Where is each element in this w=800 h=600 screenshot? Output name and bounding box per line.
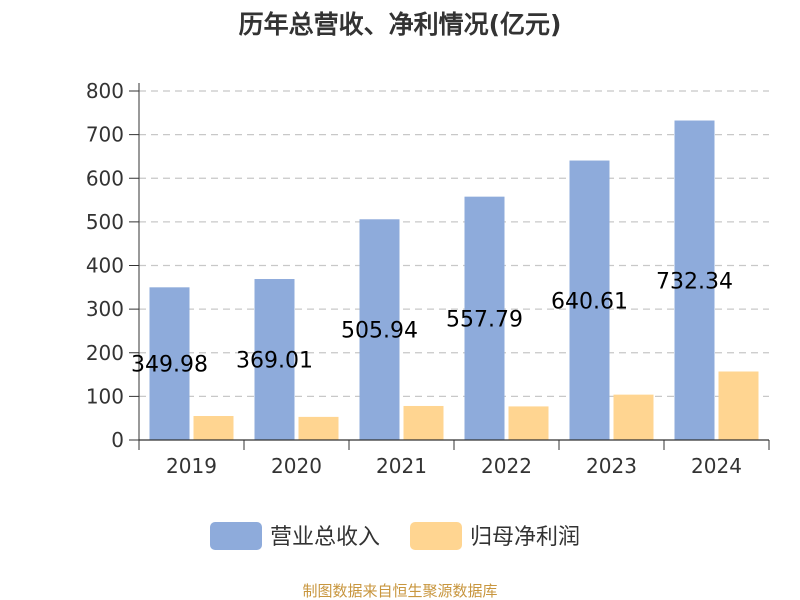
- y-tick-label: 500: [86, 210, 124, 234]
- y-tick-label: 700: [86, 123, 124, 147]
- bar-net-profit-2022[interactable]: [508, 406, 549, 440]
- data-label-revenue-2024: 732.34: [656, 269, 733, 294]
- grid-lines: [139, 90, 769, 397]
- legend-label-revenue: 营业总收入: [270, 525, 380, 550]
- data-label-revenue-2022: 557.79: [446, 307, 523, 332]
- chart-title: 历年总营收、净利情况(亿元): [239, 10, 562, 39]
- legend: 营业总收入 归母净利润: [210, 522, 580, 550]
- x-tick-label: 2021: [376, 454, 427, 478]
- bar-net-profit-2019[interactable]: [193, 416, 234, 440]
- bars: [149, 120, 759, 441]
- data-labels: 349.98 369.01 505.94 557.79 640.61 732.34: [131, 269, 733, 377]
- y-tick-label: 200: [86, 341, 124, 365]
- bar-revenue-2022[interactable]: [464, 196, 505, 440]
- data-label-revenue-2019: 349.98: [131, 353, 208, 378]
- data-source-note: 制图数据来自恒生聚源数据库: [302, 582, 497, 600]
- y-tick-label: 400: [86, 254, 124, 278]
- bar-net-profit-2024[interactable]: [718, 371, 759, 440]
- bar-revenue-2019[interactable]: [149, 287, 190, 440]
- x-tick-label: 2023: [586, 454, 637, 478]
- x-axis-ticks: 2019 2020 2021 2022 2023 2024: [166, 454, 742, 478]
- y-tick-label: 800: [86, 79, 124, 103]
- x-tick-label: 2019: [166, 454, 217, 478]
- legend-swatch-net-profit: [410, 522, 462, 550]
- bar-net-profit-2021[interactable]: [403, 405, 444, 440]
- data-label-revenue-2020: 369.01: [236, 349, 313, 374]
- x-tick-label: 2024: [691, 454, 742, 478]
- y-tick-label: 0: [111, 428, 124, 452]
- bar-net-profit-2020[interactable]: [298, 416, 339, 440]
- x-axis: [138, 439, 770, 450]
- x-tick-label: 2020: [271, 454, 322, 478]
- bar-revenue-2023[interactable]: [569, 160, 610, 441]
- bar-net-profit-2023[interactable]: [613, 394, 654, 440]
- legend-swatch-revenue: [210, 522, 262, 550]
- legend-item-revenue[interactable]: 营业总收入: [210, 522, 380, 550]
- y-tick-label: 300: [86, 297, 124, 321]
- y-tick-label: 600: [86, 166, 124, 190]
- legend-label-net-profit: 归母净利润: [470, 525, 580, 550]
- x-tick-label: 2022: [481, 454, 532, 478]
- bar-revenue-2020[interactable]: [254, 279, 295, 440]
- data-label-revenue-2023: 640.61: [551, 289, 628, 314]
- legend-item-net-profit[interactable]: 归母净利润: [410, 522, 580, 550]
- bar-revenue-2024[interactable]: [674, 120, 715, 441]
- data-label-revenue-2021: 505.94: [341, 319, 418, 344]
- y-tick-label: 100: [86, 384, 124, 408]
- y-axis-ticks: 0 100 200 300 400 500 600 700 800: [86, 79, 140, 452]
- bar-revenue-2021[interactable]: [359, 219, 400, 440]
